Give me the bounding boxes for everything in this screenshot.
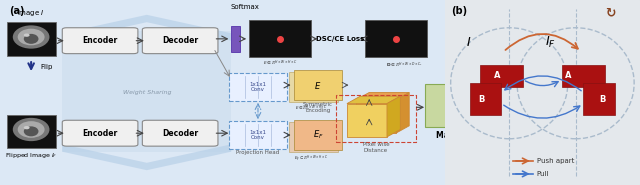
FancyBboxPatch shape <box>289 122 338 152</box>
FancyBboxPatch shape <box>444 0 640 185</box>
Ellipse shape <box>18 121 45 138</box>
FancyBboxPatch shape <box>584 83 614 115</box>
FancyBboxPatch shape <box>356 100 396 133</box>
Text: $E_F \subset \mathbb{R}^{H\times W\times H\times C}$: $E_F \subset \mathbb{R}^{H\times W\times… <box>294 154 328 164</box>
Ellipse shape <box>13 25 49 49</box>
Text: Flipped Image $I_F$: Flipped Image $I_F$ <box>5 151 58 160</box>
Text: $\mathbf{D} \in \mathbb{R}^{H\times W\times D\times C_2}$: $\mathbf{D} \in \mathbb{R}^{H\times W\ti… <box>387 61 423 70</box>
Ellipse shape <box>24 33 29 37</box>
Text: Projection Head: Projection Head <box>236 150 280 155</box>
FancyBboxPatch shape <box>294 70 342 100</box>
FancyBboxPatch shape <box>470 83 501 115</box>
Polygon shape <box>62 15 231 41</box>
Text: A: A <box>564 71 571 80</box>
Text: Pull: Pull <box>536 171 549 177</box>
Ellipse shape <box>13 118 49 141</box>
Text: Encoder: Encoder <box>83 129 118 138</box>
Text: (b): (b) <box>451 6 467 16</box>
FancyBboxPatch shape <box>365 20 427 57</box>
FancyBboxPatch shape <box>142 28 218 54</box>
Text: Image $I$: Image $I$ <box>17 9 45 18</box>
FancyBboxPatch shape <box>229 121 287 149</box>
Text: A: A <box>494 71 500 80</box>
FancyBboxPatch shape <box>6 22 56 56</box>
Text: Push apart: Push apart <box>536 158 574 164</box>
Ellipse shape <box>24 126 38 136</box>
FancyBboxPatch shape <box>347 104 387 137</box>
FancyBboxPatch shape <box>0 0 447 185</box>
Text: $I$: $I$ <box>465 36 471 49</box>
Text: B: B <box>600 95 606 104</box>
FancyBboxPatch shape <box>62 28 138 54</box>
FancyBboxPatch shape <box>142 120 218 146</box>
FancyBboxPatch shape <box>6 115 56 148</box>
FancyBboxPatch shape <box>249 20 311 57</box>
Polygon shape <box>347 96 401 104</box>
Text: $E \in \mathbb{R}^{H\times W\times H\times C}$: $E \in \mathbb{R}^{H\times W\times H\tim… <box>295 104 328 113</box>
Text: Decoder: Decoder <box>162 36 198 45</box>
Text: Encoder: Encoder <box>83 36 118 45</box>
Text: Pixel wise
Distance: Pixel wise Distance <box>362 142 389 153</box>
Text: B: B <box>479 95 485 104</box>
Text: Margin Loss: Margin Loss <box>436 131 489 140</box>
Polygon shape <box>62 144 231 170</box>
FancyBboxPatch shape <box>62 31 231 152</box>
Text: $E$: $E$ <box>314 80 322 91</box>
Text: Weight Sharing: Weight Sharing <box>122 90 171 95</box>
Ellipse shape <box>24 34 38 44</box>
Text: 1x1x1
Conv: 1x1x1 Conv <box>250 130 266 140</box>
Polygon shape <box>396 92 409 133</box>
Text: Decoder: Decoder <box>162 129 198 138</box>
Polygon shape <box>387 96 401 137</box>
Polygon shape <box>356 92 409 100</box>
Text: Symmetric
Encoding: Symmetric Encoding <box>303 102 333 112</box>
FancyBboxPatch shape <box>480 65 523 87</box>
Text: $E_F$: $E_F$ <box>313 129 323 141</box>
Text: 1x1x1
Conv: 1x1x1 Conv <box>250 82 266 92</box>
Text: $D$: $D$ <box>457 99 468 112</box>
Ellipse shape <box>18 29 45 45</box>
Text: $I_F$: $I_F$ <box>545 35 556 50</box>
Text: Flip: Flip <box>40 64 52 70</box>
Text: DSC/CE Loss: DSC/CE Loss <box>316 36 364 42</box>
FancyBboxPatch shape <box>289 72 338 102</box>
Text: $E \in \mathbb{R}^{H\times W\times H\times C}$: $E \in \mathbb{R}^{H\times W\times H\tim… <box>263 58 298 68</box>
Text: (a): (a) <box>9 6 24 16</box>
Text: ↻: ↻ <box>605 6 616 19</box>
Text: Softmax: Softmax <box>230 4 259 10</box>
FancyBboxPatch shape <box>425 84 500 127</box>
FancyBboxPatch shape <box>562 65 605 87</box>
Ellipse shape <box>24 126 29 129</box>
FancyBboxPatch shape <box>231 26 240 52</box>
FancyBboxPatch shape <box>294 120 342 150</box>
FancyBboxPatch shape <box>62 120 138 146</box>
FancyBboxPatch shape <box>229 73 287 101</box>
